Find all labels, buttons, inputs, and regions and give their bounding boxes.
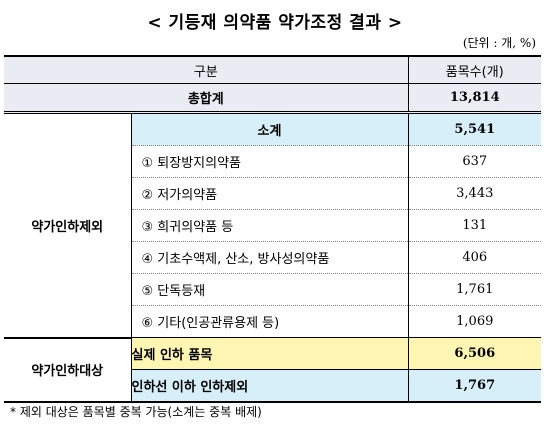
header-count: 품목수(개): [407, 55, 542, 84]
table-row: ⑥ 기타(인공관류용제 등) 1,069: [4, 305, 542, 338]
item-label: ⑥ 기타(인공관류용제 등): [131, 305, 409, 338]
exclusion-subtotal-row: 약가인하제외 소계 5,541: [4, 112, 542, 338]
table-row: ⑤ 단독등재 1,761: [4, 273, 542, 306]
item-value: 406: [407, 241, 542, 274]
item-value: 3,443: [407, 177, 542, 210]
table-row: ① 퇴장방지의약품 637: [4, 145, 542, 178]
item-value: 1,761: [407, 273, 542, 306]
unit-label: (단위 : 개, %): [462, 36, 536, 50]
target-actual-label: 실제 인하 품목: [131, 337, 409, 370]
table-header-row: 구분 품목수(개): [4, 55, 542, 84]
page-title: < 기등재 의약품 약가조정 결과 >: [147, 13, 403, 33]
target-row-excluded: 인하선 이하 인하제외 1,767: [4, 369, 542, 403]
table-row: ④ 기초수액제, 산소, 방사성의약품 406: [4, 241, 542, 274]
item-value: 1,069: [407, 305, 542, 338]
target-row-actual: 약가인하대상 실제 인하 품목 6,506: [4, 336, 542, 403]
table-row: ② 저가의약품 3,443: [4, 177, 542, 210]
table-row: ③ 희귀의약품 등 131: [4, 209, 542, 242]
item-value: 131: [407, 209, 542, 242]
exclusion-subtotal-value: 5,541: [407, 112, 542, 146]
item-value: 637: [407, 145, 542, 178]
exclusion-subtotal-label: 소계: [131, 112, 409, 146]
item-label: ⑤ 단독등재: [131, 273, 409, 306]
target-category: 약가인하대상: [4, 336, 132, 403]
item-label: ② 저가의약품: [131, 177, 409, 210]
exclusion-category: 약가인하제외: [4, 112, 132, 338]
target-actual-value: 6,506: [407, 337, 542, 370]
target-excluded-label: 인하선 이하 인하제외: [131, 369, 409, 403]
results-table: 구분 품목수(개) 총합계 13,814 약가인하제외 소계 5,541 ① 퇴…: [4, 55, 542, 403]
target-excluded-value: 1,767: [407, 369, 542, 403]
item-label: ④ 기초수액제, 산소, 방사성의약품: [131, 241, 409, 274]
item-label: ① 퇴장방지의약품: [131, 145, 409, 178]
total-row: 총합계 13,814: [4, 83, 542, 114]
item-label: ③ 희귀의약품 등: [131, 209, 409, 242]
header-category: 구분: [4, 55, 409, 84]
total-label: 총합계: [4, 83, 409, 114]
total-value: 13,814: [407, 83, 542, 114]
footnote: * 제외 대상은 품목별 중복 가능(소계는 중복 배제): [10, 405, 262, 419]
